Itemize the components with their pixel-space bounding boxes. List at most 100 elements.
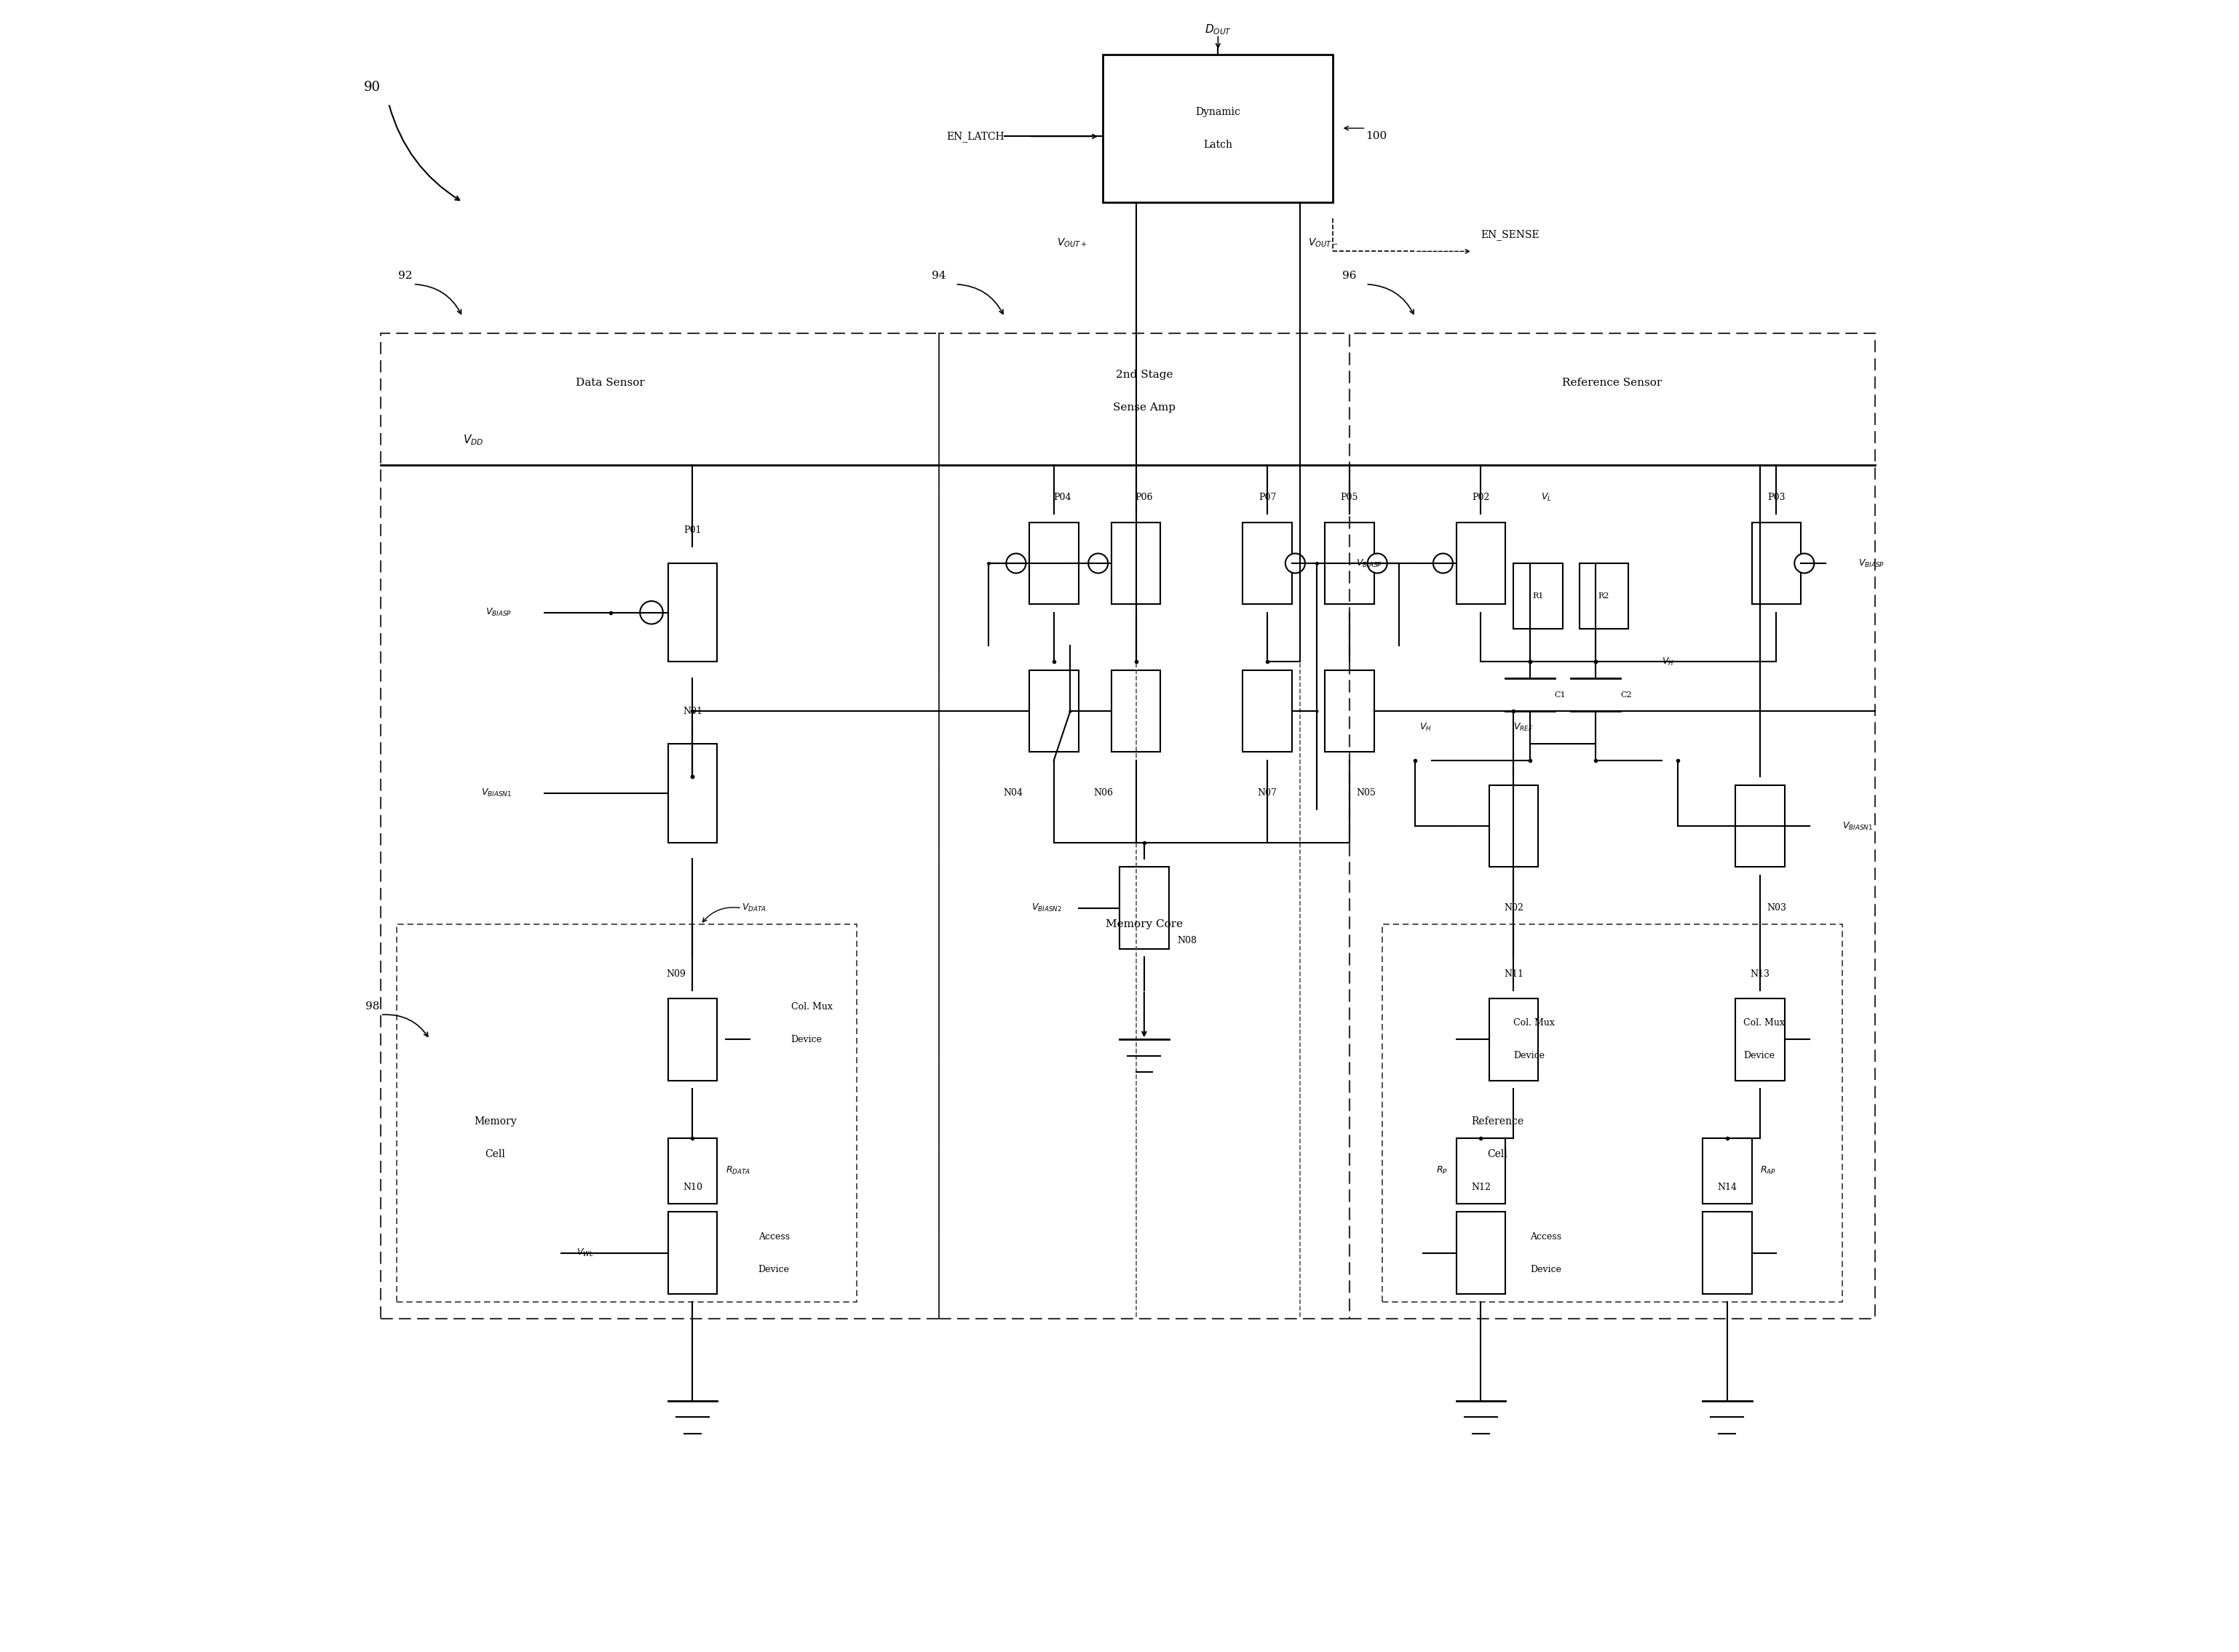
Text: $V_{BIASP}$: $V_{BIASP}$ bbox=[1357, 558, 1381, 568]
Circle shape bbox=[1793, 553, 1814, 573]
Bar bbox=[1751, 522, 1800, 605]
Bar bbox=[1455, 522, 1505, 605]
Text: P05: P05 bbox=[1341, 492, 1359, 502]
Text: $V_{OUT+}$: $V_{OUT+}$ bbox=[1057, 238, 1086, 249]
Text: N12: N12 bbox=[1471, 1183, 1491, 1193]
Text: Col. Mux: Col. Mux bbox=[1514, 1018, 1556, 1028]
Circle shape bbox=[1285, 553, 1305, 573]
Bar bbox=[667, 563, 716, 662]
Text: N08: N08 bbox=[1178, 937, 1196, 945]
Text: Device: Device bbox=[1529, 1264, 1561, 1274]
Bar bbox=[1111, 522, 1160, 605]
Text: N07: N07 bbox=[1258, 788, 1276, 798]
Text: Sense Amp: Sense Amp bbox=[1113, 401, 1175, 413]
Text: $V_{BIASP}$: $V_{BIASP}$ bbox=[486, 606, 513, 618]
Text: $R_{AP}$: $R_{AP}$ bbox=[1760, 1165, 1776, 1176]
Text: N06: N06 bbox=[1093, 788, 1113, 798]
Bar bbox=[938, 334, 1350, 1318]
Bar bbox=[1325, 522, 1375, 605]
Text: Col. Mux: Col. Mux bbox=[1744, 1018, 1784, 1028]
Bar bbox=[667, 1138, 716, 1204]
Text: 94: 94 bbox=[931, 271, 945, 281]
Text: N04: N04 bbox=[1003, 788, 1023, 798]
Text: $R_{DATA}$: $R_{DATA}$ bbox=[725, 1165, 750, 1176]
Bar bbox=[1735, 785, 1784, 867]
Text: Col. Mux: Col. Mux bbox=[790, 1001, 833, 1011]
Text: N11: N11 bbox=[1505, 970, 1523, 978]
Bar bbox=[1735, 998, 1784, 1080]
Text: $V_{OUT-}$: $V_{OUT-}$ bbox=[1308, 238, 1339, 249]
Bar bbox=[667, 743, 716, 843]
Text: 2nd Stage: 2nd Stage bbox=[1115, 370, 1173, 380]
Text: Device: Device bbox=[759, 1264, 790, 1274]
Bar bbox=[1243, 671, 1292, 752]
Text: R2: R2 bbox=[1599, 593, 1610, 600]
Text: $V_{DATA}$: $V_{DATA}$ bbox=[741, 902, 766, 914]
Bar bbox=[667, 1213, 716, 1294]
Bar bbox=[667, 998, 716, 1080]
Bar bbox=[1111, 671, 1160, 752]
Text: P07: P07 bbox=[1258, 492, 1276, 502]
Text: EN_SENSE: EN_SENSE bbox=[1480, 230, 1540, 240]
Text: Device: Device bbox=[1744, 1051, 1776, 1061]
Text: $V_L$: $V_L$ bbox=[1540, 492, 1552, 504]
Text: Cell: Cell bbox=[1487, 1150, 1507, 1160]
Text: N14: N14 bbox=[1717, 1183, 1737, 1193]
Text: Access: Access bbox=[759, 1232, 790, 1241]
Text: N02: N02 bbox=[1505, 904, 1523, 914]
Text: $V_{BIASP}$: $V_{BIASP}$ bbox=[1858, 558, 1885, 568]
Text: $V_{BIASN1}$: $V_{BIASN1}$ bbox=[481, 788, 513, 798]
Text: Access: Access bbox=[1529, 1232, 1561, 1241]
Circle shape bbox=[1433, 553, 1453, 573]
Text: $V_{BIASN1}$: $V_{BIASN1}$ bbox=[1843, 821, 1872, 831]
Text: 100: 100 bbox=[1366, 131, 1388, 142]
Text: $V_{DD}$: $V_{DD}$ bbox=[463, 433, 484, 448]
Text: P06: P06 bbox=[1135, 492, 1153, 502]
Text: P02: P02 bbox=[1471, 492, 1489, 502]
Text: 92: 92 bbox=[399, 271, 412, 281]
Bar bbox=[1243, 522, 1292, 605]
Text: P03: P03 bbox=[1767, 492, 1784, 502]
Text: 98: 98 bbox=[365, 1001, 378, 1011]
Text: $V_H$: $V_H$ bbox=[1420, 722, 1431, 733]
Text: EN_LATCH: EN_LATCH bbox=[947, 131, 1005, 142]
Bar bbox=[1030, 671, 1079, 752]
Text: $R_P$: $R_P$ bbox=[1437, 1165, 1449, 1176]
Text: P04: P04 bbox=[1052, 492, 1070, 502]
Bar bbox=[381, 334, 938, 1318]
Text: C2: C2 bbox=[1621, 691, 1632, 699]
Text: N09: N09 bbox=[667, 970, 685, 978]
Bar bbox=[1030, 522, 1079, 605]
Circle shape bbox=[1368, 553, 1388, 573]
Text: $V_{WL}$: $V_{WL}$ bbox=[578, 1247, 593, 1259]
Text: Device: Device bbox=[1514, 1051, 1545, 1061]
Bar bbox=[1514, 563, 1563, 629]
Text: $V_{REF}$: $V_{REF}$ bbox=[1514, 722, 1534, 733]
Text: N10: N10 bbox=[683, 1183, 703, 1193]
Text: Reference Sensor: Reference Sensor bbox=[1563, 378, 1661, 388]
Text: N05: N05 bbox=[1357, 788, 1375, 798]
Bar bbox=[1381, 925, 1843, 1302]
Text: Cell: Cell bbox=[486, 1150, 506, 1160]
Bar bbox=[1702, 1213, 1751, 1294]
Text: Latch: Latch bbox=[1205, 139, 1234, 150]
Text: $V_H$: $V_H$ bbox=[1661, 656, 1675, 667]
Text: Memory Core: Memory Core bbox=[1106, 920, 1182, 930]
Bar bbox=[1455, 1138, 1505, 1204]
Text: N03: N03 bbox=[1767, 904, 1787, 914]
Bar bbox=[1120, 867, 1169, 950]
Text: Reference: Reference bbox=[1471, 1117, 1523, 1127]
Bar bbox=[1350, 334, 1874, 1318]
Text: Dynamic: Dynamic bbox=[1196, 107, 1240, 117]
Circle shape bbox=[640, 601, 663, 624]
Bar bbox=[1489, 785, 1538, 867]
Circle shape bbox=[1088, 553, 1108, 573]
Text: R1: R1 bbox=[1534, 593, 1545, 600]
Text: 96: 96 bbox=[1343, 271, 1357, 281]
Bar bbox=[396, 925, 858, 1302]
Text: 90: 90 bbox=[365, 81, 381, 94]
Bar bbox=[1702, 1138, 1751, 1204]
Text: Memory: Memory bbox=[475, 1117, 517, 1127]
Bar bbox=[1325, 671, 1375, 752]
Text: $D_{OUT}$: $D_{OUT}$ bbox=[1205, 23, 1231, 36]
